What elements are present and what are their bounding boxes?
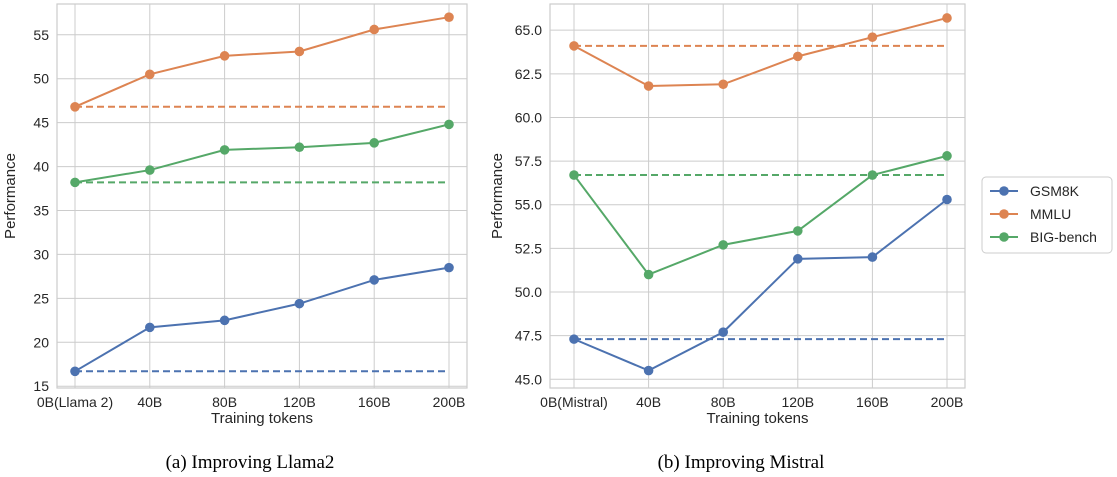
legend-label-gsm8k: GSM8K (1030, 183, 1080, 199)
data-point-mmlu (867, 32, 878, 42)
y-tick-label: 55.0 (515, 197, 542, 213)
data-point-gsm8k (793, 254, 803, 264)
data-point-gsm8k (294, 298, 305, 309)
plot-frame (56, 3, 468, 389)
y-tick-label: 62.5 (515, 66, 542, 82)
data-point-gsm8k (70, 366, 80, 377)
legend-marker-gsm8k (999, 186, 1009, 196)
data-point-mmlu (70, 102, 80, 112)
y-tick-label: 20 (33, 334, 49, 350)
x-tick-label: 0B(Llama 2) (37, 394, 113, 410)
y-axis-label: Performance (489, 153, 506, 239)
y-tick-label: 50.0 (515, 284, 542, 300)
data-point-big-bench (145, 165, 155, 175)
y-tick-label: 40 (33, 159, 49, 175)
legend-label-mmlu: MMLU (1030, 206, 1071, 222)
series-line-mmlu (573, 16, 948, 88)
data-point-big-bench (867, 170, 878, 180)
x-tick-label: 200B (433, 394, 466, 410)
data-point-big-bench (569, 170, 579, 180)
data-point-mmlu (569, 41, 579, 51)
y-tick-label: 30 (33, 246, 49, 262)
series-line-gsm8k (74, 266, 450, 373)
y-tick-label: 57.5 (515, 153, 542, 169)
data-point-gsm8k (643, 365, 654, 376)
legend: GSM8K MMLU BIG-bench (981, 176, 1113, 254)
series-line-big-bench (74, 123, 450, 184)
data-point-big-bench (444, 119, 454, 130)
x-tick-label: 200B (931, 394, 964, 410)
chart-llama2: 15 20 25 30 35 40 45 50 55 0B(Llama 2) 40B 80B 120B 1… (2, 3, 468, 473)
data-point-big-bench (793, 226, 803, 236)
y-tick-label: 45.0 (515, 371, 542, 387)
chart-mistral: 45.0 47.5 50.0 52.5 55.0 57.5 60.0 62.5 65.0 0B(M… (489, 3, 966, 473)
x-axis-label: Training tokens (211, 410, 313, 427)
data-point-gsm8k (369, 275, 380, 285)
x-tick-label: 160B (358, 394, 391, 410)
data-point-big-bench (643, 269, 654, 280)
data-point-mmlu (793, 51, 803, 62)
x-tick-label: 120B (781, 394, 814, 410)
series-line-mmlu (74, 16, 450, 108)
series-line-big-bench (573, 154, 948, 276)
y-tick-label: 52.5 (515, 240, 542, 256)
legend-label-big-bench: BIG-bench (1030, 229, 1097, 245)
x-tick-label: 40B (137, 394, 162, 410)
data-point-mmlu (145, 69, 155, 80)
y-tick-label: 55 (33, 27, 49, 43)
data-point-mmlu (718, 79, 728, 90)
legend-marker-big-bench (999, 232, 1009, 242)
x-tick-label: 120B (283, 394, 316, 410)
data-point-gsm8k (718, 327, 728, 337)
x-tick-label: 80B (711, 394, 736, 410)
series-line-gsm8k (573, 198, 948, 372)
chart-caption: (b) Improving Mistral (658, 452, 825, 473)
y-tick-label: 35 (33, 202, 49, 218)
data-point-mmlu (369, 24, 380, 35)
x-tick-label: 80B (212, 394, 237, 410)
data-point-gsm8k (867, 252, 878, 262)
y-tick-label: 25 (33, 290, 49, 306)
y-tick-label: 60.0 (515, 109, 542, 125)
data-point-big-bench (718, 240, 728, 250)
data-point-big-bench (219, 145, 230, 155)
data-point-mmlu (444, 12, 454, 22)
x-tick-label: 40B (636, 394, 661, 410)
y-tick-label: 15 (33, 378, 49, 394)
data-point-big-bench (369, 138, 380, 148)
data-point-mmlu (219, 51, 230, 61)
data-point-big-bench (942, 151, 952, 161)
x-axis-label: Training tokens (707, 410, 809, 427)
y-tick-label: 65.0 (515, 22, 542, 38)
data-point-gsm8k (219, 315, 230, 326)
y-tick-label: 50 (33, 71, 49, 87)
legend-box (981, 176, 1113, 254)
y-axis-label: Performance (2, 153, 19, 239)
y-tick-label: 45 (33, 115, 49, 131)
x-tick-label: 0B(Mistral) (540, 394, 608, 410)
data-point-big-bench (70, 177, 80, 188)
data-point-gsm8k (145, 322, 155, 333)
y-tick-label: 47.5 (515, 328, 542, 344)
x-tick-label: 160B (856, 394, 889, 410)
data-point-gsm8k (569, 334, 579, 344)
plot-frame (549, 3, 966, 389)
data-point-gsm8k (942, 194, 952, 205)
chart-caption: (a) Improving Llama2 (166, 452, 335, 473)
data-point-big-bench (294, 142, 305, 153)
data-point-mmlu (643, 81, 654, 91)
data-point-gsm8k (444, 262, 454, 273)
data-point-mmlu (294, 46, 305, 57)
data-point-mmlu (942, 13, 952, 23)
legend-marker-mmlu (999, 209, 1009, 219)
